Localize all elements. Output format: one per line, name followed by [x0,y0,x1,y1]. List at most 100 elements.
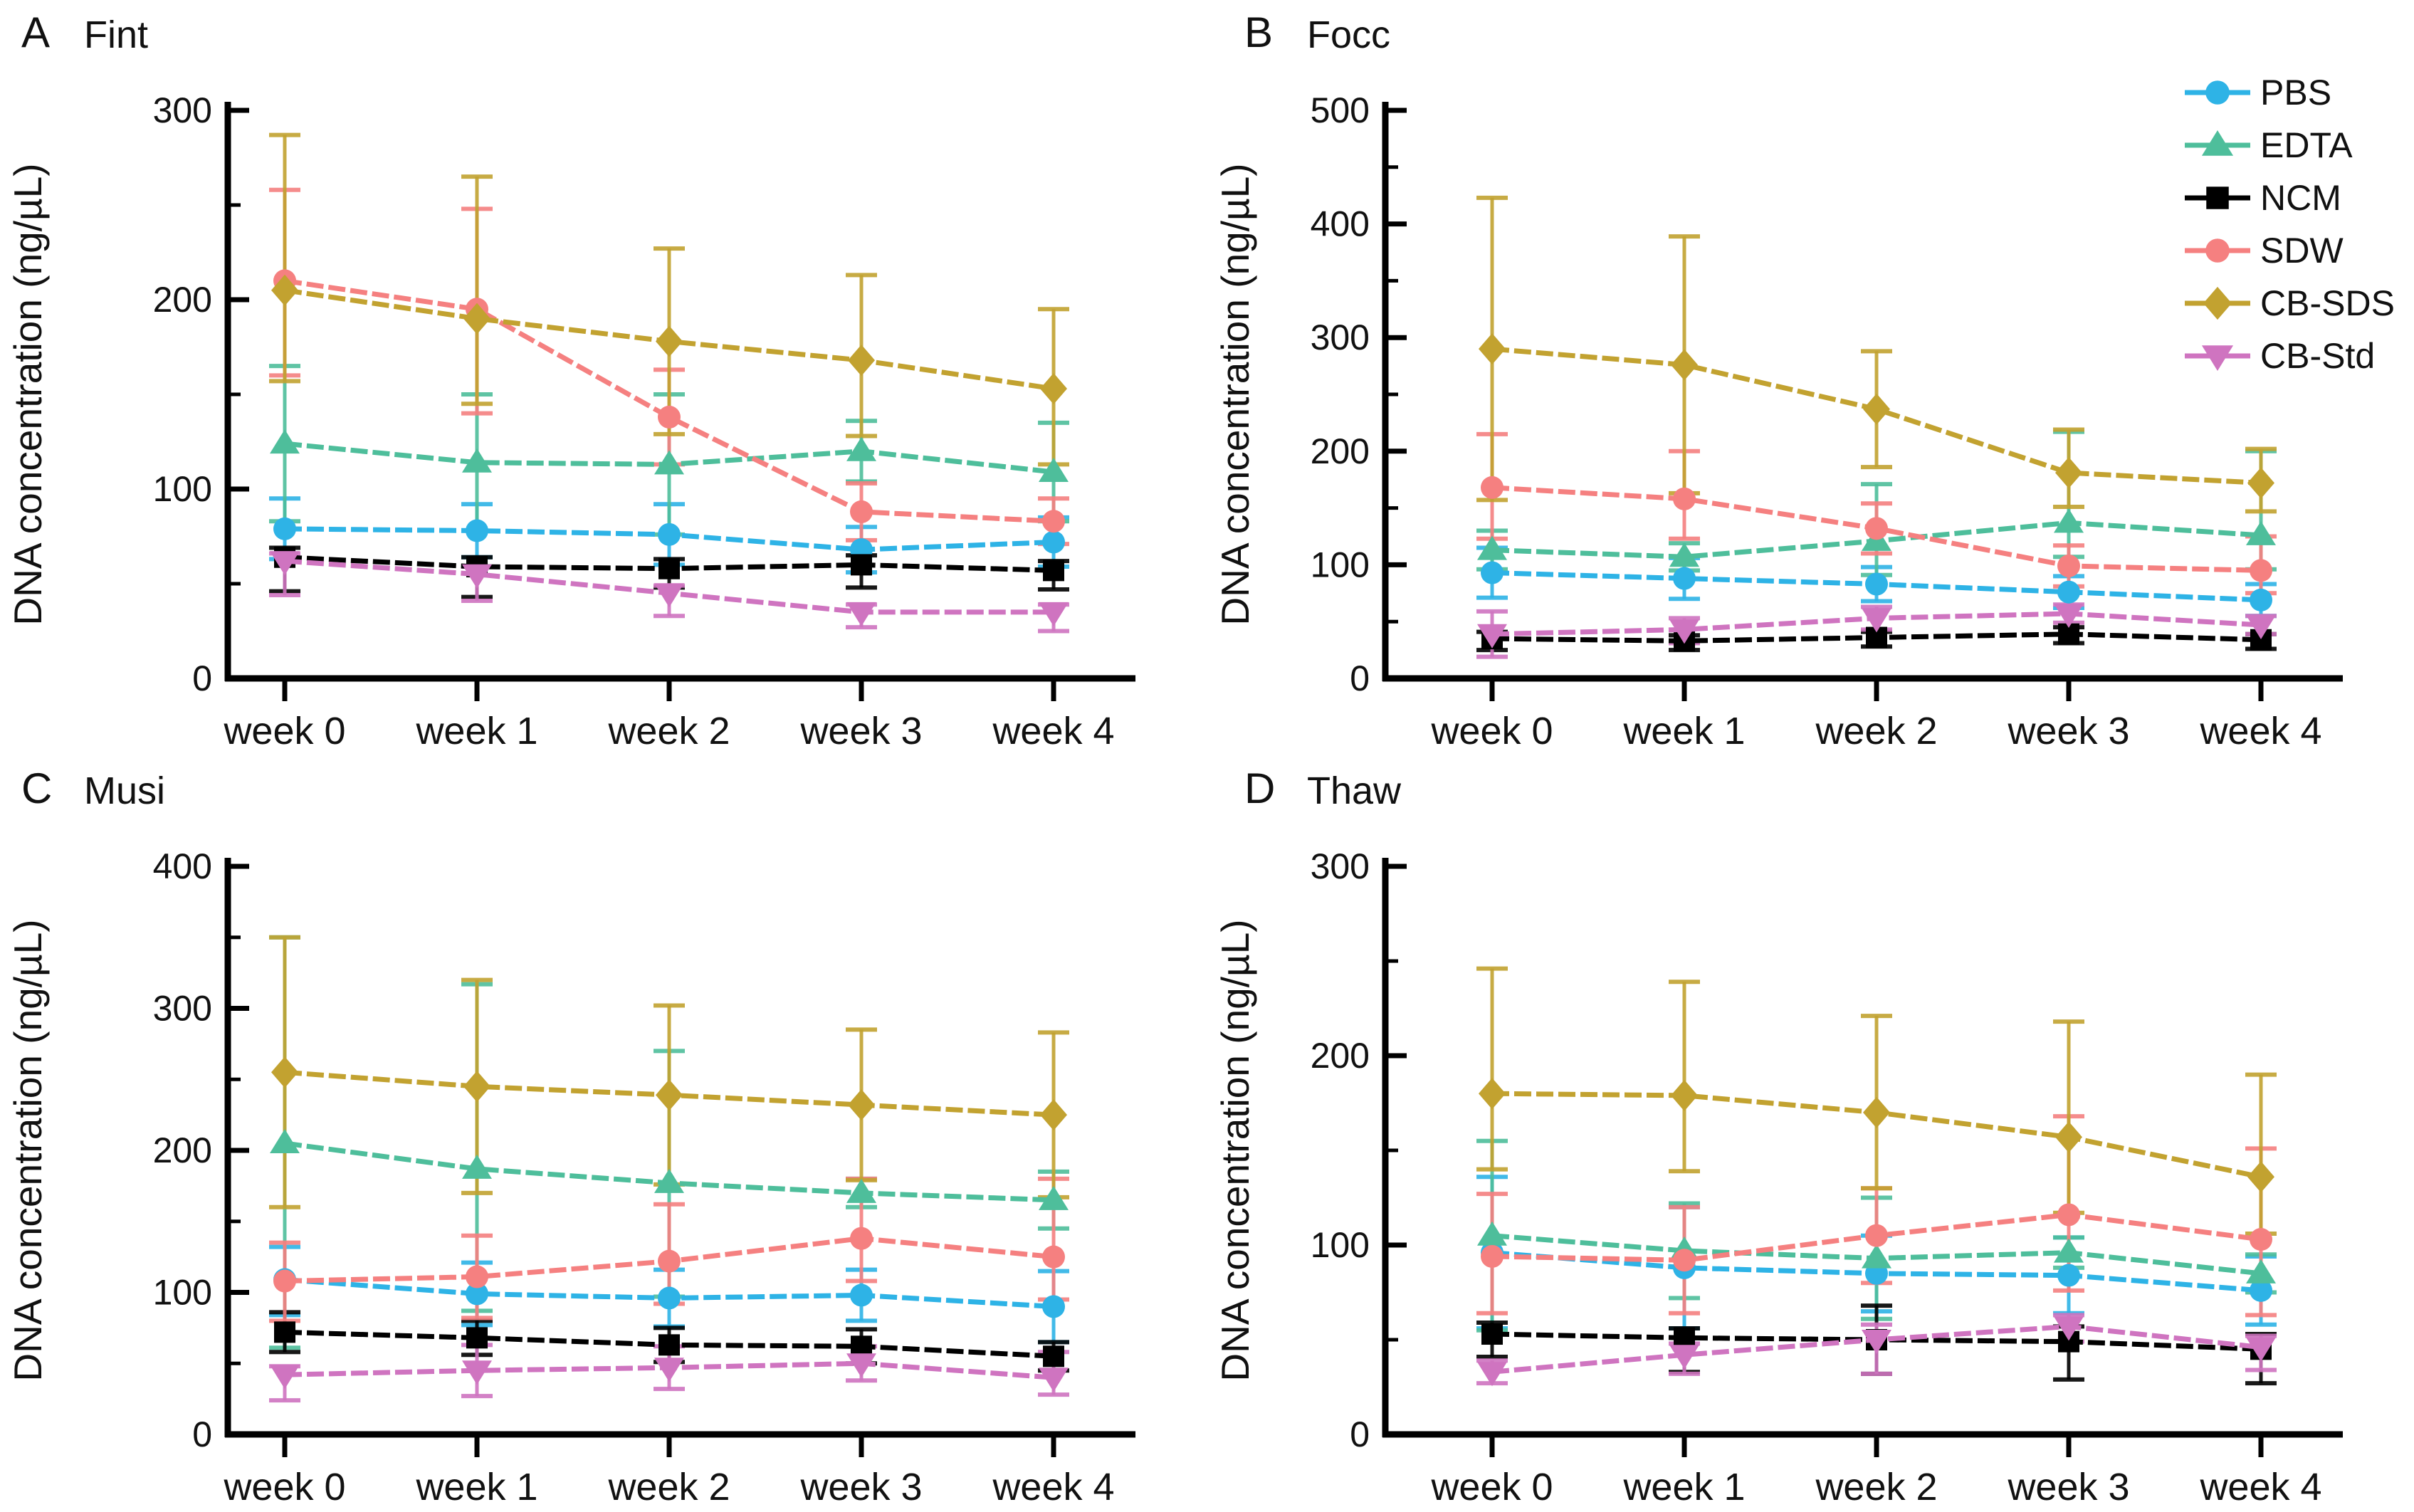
x-tick-label: week 0 [223,1466,345,1508]
y-tick-label: 100 [1311,1225,1370,1265]
panel-title: Musi [84,770,166,812]
x-tick-label: week 0 [1430,1466,1553,1508]
circle-marker [1481,1244,1503,1268]
panel-focc: B Focc 0 100 200 300 400 500 week 0 week 1 week … [1207,0,2414,756]
triangle-up-marker [846,1178,876,1203]
series-cb-sds [271,274,1067,405]
legend: PBS EDTA NCM SDW CB-SDS CB-Std [2182,73,2395,376]
panel-musi: C Musi 0 100 200 300 400 week 0 week 1 week 2 we… [0,756,1207,1512]
triangle-up-marker [462,1154,492,1179]
triangle-down-marker [1669,1345,1699,1370]
triangle-down-marker [2201,345,2234,371]
triangle-up-marker [846,436,876,461]
circle-marker [1042,1295,1065,1318]
x-tick-label: week 1 [415,710,537,752]
axes: 0 100 200 300 400 500 week 0 week 1 week 2 week 3… [1311,90,2343,752]
triangle-down-marker [654,1358,684,1382]
triangle-up-marker [2246,520,2276,545]
panel-title: Fint [84,14,149,56]
error-bars [1476,966,2277,1386]
panel-thaw: D Thaw 0 100 200 300 week 0 week 1 week 2 week … [1207,756,2414,1512]
diamond-icon [2185,286,2250,320]
diamond-marker [271,274,298,306]
x-tick-label: week 3 [2007,1466,2129,1508]
circle-marker [2205,80,2230,105]
x-tick-label: week 3 [799,1466,922,1508]
triangle-up-marker [1862,1244,1891,1269]
circle-marker [1865,517,1888,540]
circle-marker [466,1265,488,1288]
legend-item-cb-sds: CB-SDS [2182,283,2395,323]
triangle-down-marker [1039,602,1069,626]
x-tick-label: week 4 [2199,1466,2321,1508]
y-tick-label: 100 [153,1273,212,1313]
triangle-down-marker [2246,614,2276,639]
circle-icon [2185,238,2250,263]
axes: 0 100 200 300 week 0 week 1 week 2 week 3 week 4 [1311,846,2343,1508]
panel-musi-chart: 0 100 200 300 400 week 0 week 1 week 2 week 3 wee… [6,846,1135,1508]
y-tick-label: 300 [153,989,212,1029]
panel-fint: A Fint 0 100 200 300 week 0 week 1 week 2 week … [0,0,1207,756]
diamond-marker [656,325,683,357]
y-axis-label: DNA concentration (ng/µL) [1213,163,1257,625]
series-sdw [273,1227,1065,1293]
square-marker [1043,1345,1064,1367]
x-tick-label: week 2 [607,710,730,752]
series-pbs [1481,561,2272,611]
triangle-up-marker [1669,542,1699,567]
diamond-marker [2247,467,2274,499]
square-marker [1043,560,1064,582]
square-marker [658,1334,680,1356]
x-tick-label: week 2 [1815,1466,1937,1508]
triangle-down-marker [270,551,300,576]
triangle-down-icon [2185,345,2250,371]
panel-title: Focc [1307,14,1391,56]
diamond-marker [848,1089,875,1121]
x-tick-label: week 1 [415,1466,537,1508]
panel-fint-chart: 0 100 200 300 week 0 week 1 week 2 week 3 week 4… [6,90,1135,752]
series-cb-std [270,1353,1069,1392]
triangle-up-icon [2185,130,2250,156]
series-sdw [1481,1203,2272,1272]
triangle-up-marker [2054,1238,2084,1263]
square-marker [274,1321,295,1343]
y-tick-label: 200 [153,280,212,320]
diamond-marker [1479,1078,1506,1110]
legend-item-ncm: NCM [2182,178,2395,218]
triangle-down-marker [846,602,876,626]
legend-label: CB-Std [2260,336,2376,376]
series-cb-sds [271,1056,1067,1131]
axes: 0 100 200 300 400 week 0 week 1 week 2 week 3 wee… [153,846,1135,1508]
error-bars [269,132,1069,634]
y-tick-label: 200 [153,1130,212,1170]
legend-label: CB-SDS [2260,283,2395,323]
circle-marker [2205,238,2230,263]
diamond-marker [1040,1099,1067,1131]
diamond-marker [463,1071,490,1103]
series-cb-std [1477,604,2276,649]
triangle-up-marker [2246,1259,2276,1283]
y-tick-label: 400 [1311,204,1370,244]
triangle-down-marker [2246,1337,2276,1362]
legend-item-pbs: PBS [2182,73,2395,112]
triangle-down-marker [1669,619,1699,644]
x-tick-label: week 1 [1622,1466,1745,1508]
y-tick-label: 0 [1350,1414,1370,1454]
x-tick-label: week 0 [1430,710,1553,752]
legend-label: PBS [2260,73,2332,112]
diamond-marker [1671,349,1698,381]
diamond-marker [2055,1121,2082,1153]
triangle-down-marker [1862,608,1891,633]
x-tick-label: week 2 [607,1466,730,1508]
diamond-marker [1863,393,1890,425]
panel-letter: C [21,765,53,812]
x-tick-label: week 4 [992,710,1114,752]
y-tick-label: 0 [192,658,212,698]
panel-letter: A [21,9,51,56]
circle-marker [1481,476,1503,499]
legend-item-sdw: SDW [2182,231,2395,271]
legend-item-cb-std: CB-Std [2182,336,2395,376]
x-tick-label: week 3 [799,710,922,752]
diamond-marker [656,1079,683,1111]
